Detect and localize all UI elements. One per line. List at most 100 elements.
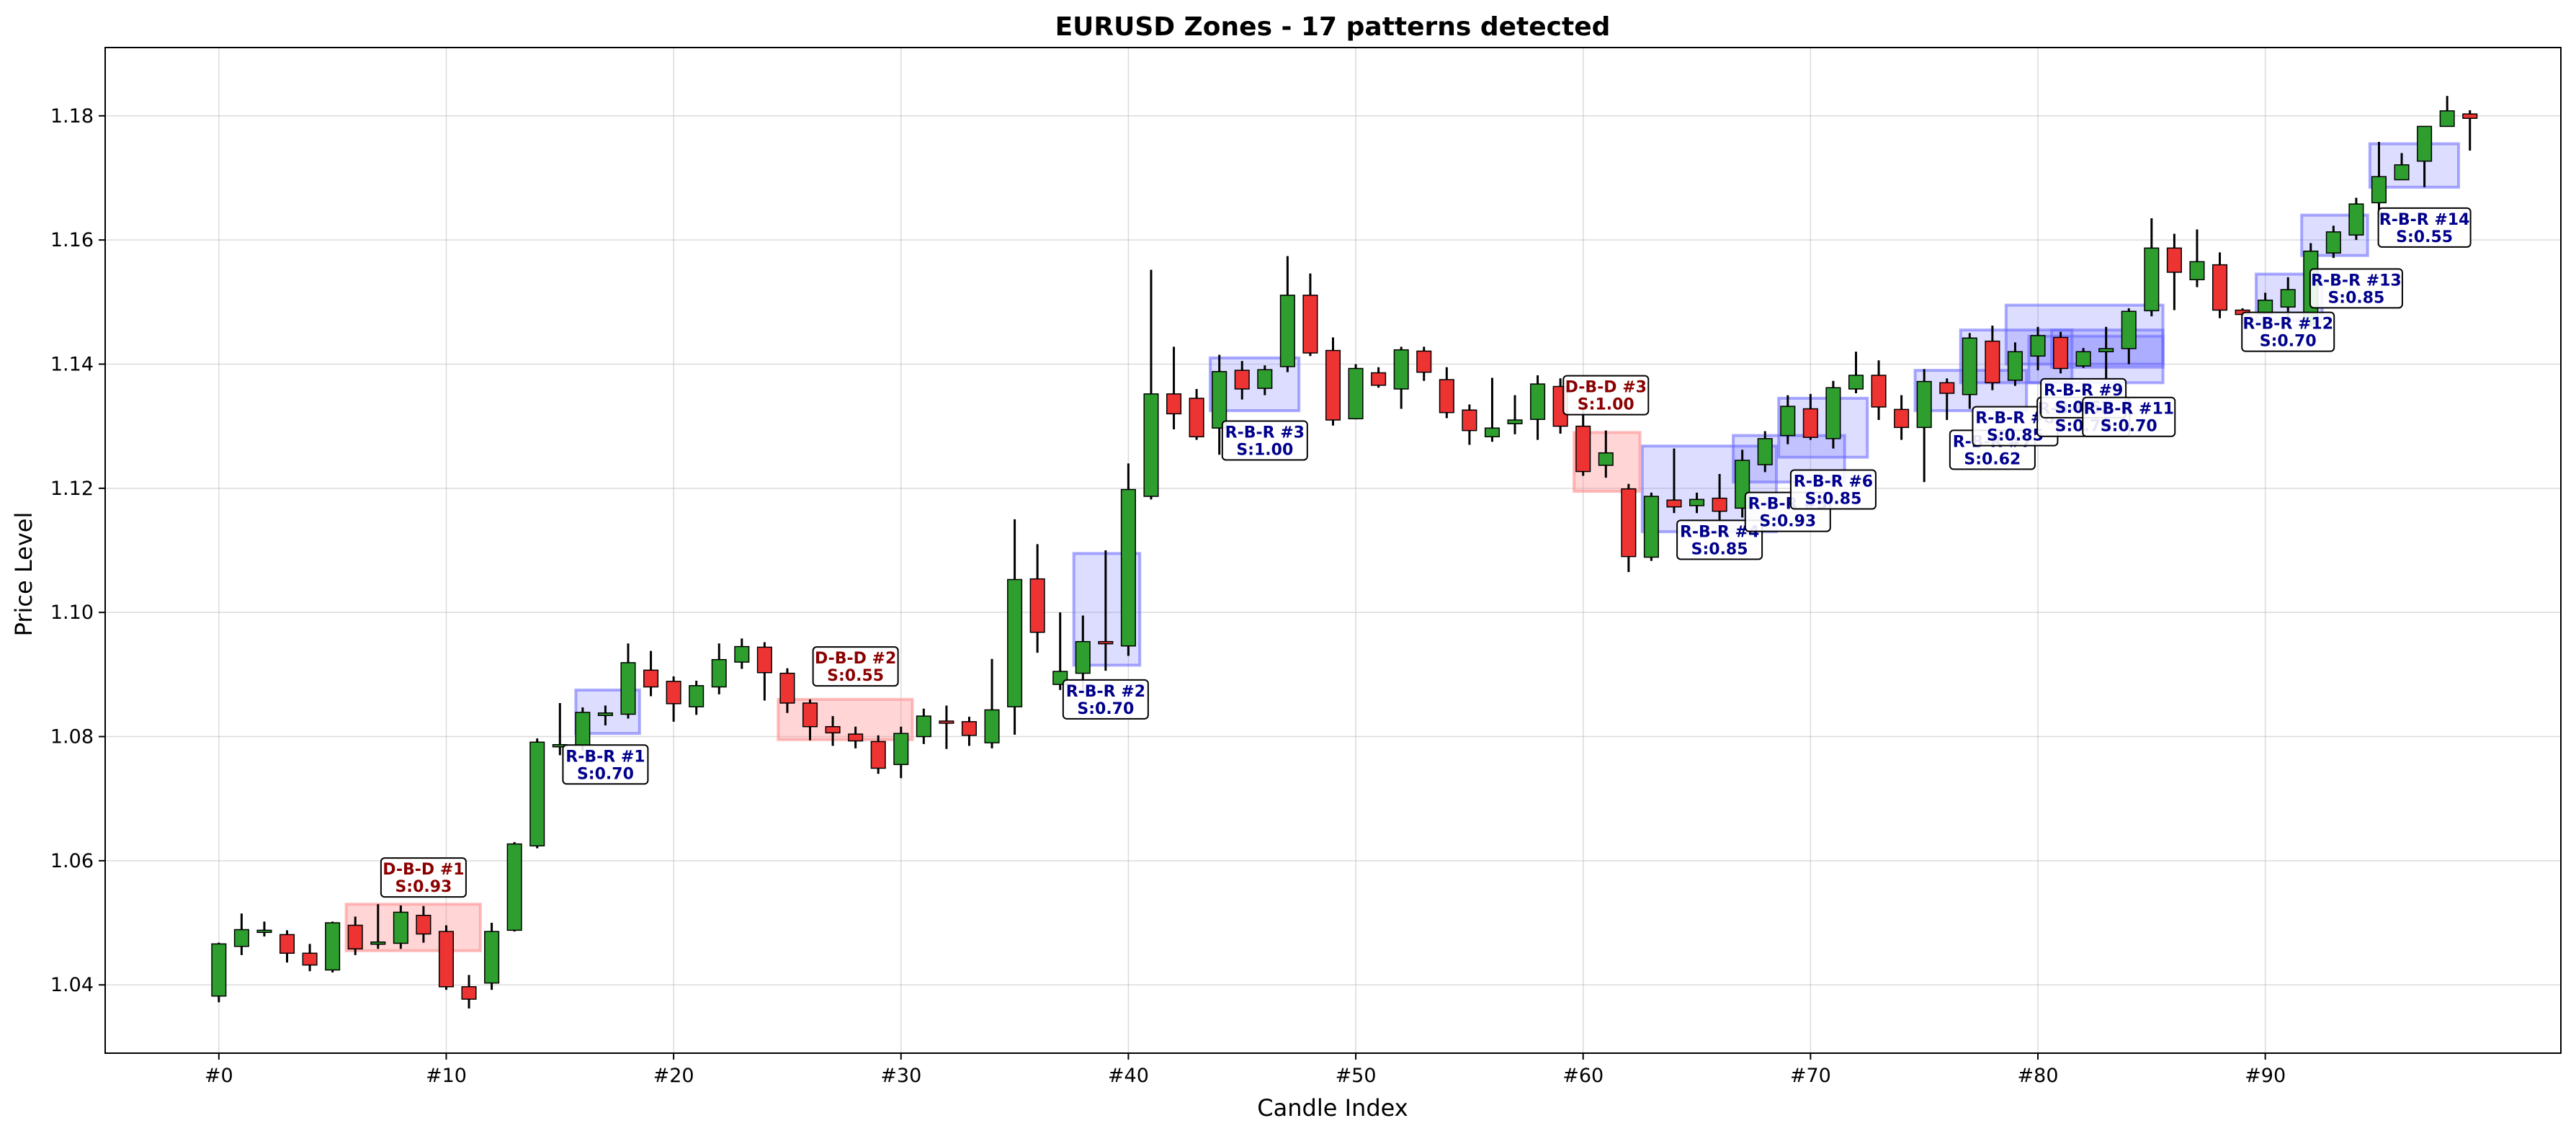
annotation-box xyxy=(1062,679,1149,720)
bullish-candle xyxy=(2098,348,2114,352)
bearish-candle xyxy=(1302,295,1318,354)
bearish-candle xyxy=(939,720,954,724)
bullish-candle xyxy=(1348,367,1364,420)
bearish-candle xyxy=(802,702,818,728)
annotation-score: S:0.70 xyxy=(577,765,634,783)
bearish-candle xyxy=(779,672,795,704)
bullish-candle xyxy=(1484,427,1500,438)
bullish-candle xyxy=(2394,164,2410,181)
bullish-candle xyxy=(1757,438,1773,465)
bearish-candle xyxy=(302,952,318,966)
y-tick-label: 1.08 xyxy=(50,726,94,748)
bearish-candle xyxy=(1325,349,1341,421)
annotation-label: R-B-R #3 xyxy=(1225,424,1305,442)
annotation-score: S:0.55 xyxy=(827,667,884,685)
bullish-candle xyxy=(211,943,227,997)
x-tick-label: #40 xyxy=(1108,1065,1149,1087)
bullish-candle xyxy=(529,741,545,846)
bearish-candle xyxy=(848,733,864,742)
bearish-candle xyxy=(416,914,431,935)
annotation-score: S:0.85 xyxy=(1987,427,2044,445)
bullish-candle xyxy=(1598,452,1614,466)
bearish-candle xyxy=(1234,370,1250,390)
annotation-box xyxy=(2309,268,2403,309)
annotation-box xyxy=(2241,311,2335,352)
bullish-candle xyxy=(916,715,931,738)
annotation-score: S:0.85 xyxy=(1804,491,1861,509)
bearish-candle xyxy=(1371,372,1387,386)
rbr-annotation: R-B-R #13S:0.85 xyxy=(2309,268,2403,309)
annotation-score: S:1.00 xyxy=(1578,396,1634,414)
bullish-candle xyxy=(256,929,272,934)
annotation-layer: D-B-D #1S:0.93 R-B-R #1S:0.70 D-B-D #2S:0.… xyxy=(380,207,2472,898)
annotation-box xyxy=(1789,469,1877,510)
bullish-candle xyxy=(370,942,386,945)
bearish-candle xyxy=(1029,578,1045,633)
bullish-candle xyxy=(893,733,909,766)
bearish-candle xyxy=(961,721,977,736)
bullish-candle xyxy=(484,931,500,984)
bearish-candle xyxy=(2211,264,2228,311)
dbd-annotation: D-B-D #2S:0.55 xyxy=(812,646,899,687)
bearish-candle xyxy=(1894,408,1910,429)
annotation-score: S:0.85 xyxy=(2327,289,2384,307)
y-axis-label: Price Level xyxy=(10,512,37,637)
x-axis-ticks: #0 #10 #20 #30 #40 #50 #60 #70 #80 #90 xyxy=(205,1053,2286,1087)
bullish-candle xyxy=(2439,110,2455,128)
bearish-candle xyxy=(2053,336,2069,370)
annotation-score: S:0.93 xyxy=(395,878,452,896)
x-axis-label: Candle Index xyxy=(1257,1094,1408,1122)
bearish-candle xyxy=(2166,247,2182,273)
rbr-annotation: R-B-R #1S:0.70 xyxy=(562,744,649,785)
bullish-candle xyxy=(2189,261,2205,281)
bearish-candle xyxy=(1462,409,1477,431)
dbd-zone xyxy=(777,697,914,741)
chart-title: EURUSD Zones - 17 patterns detected xyxy=(1055,12,1611,42)
bearish-candle xyxy=(438,931,455,988)
bearish-candle xyxy=(825,725,841,734)
bearish-candle xyxy=(756,646,772,674)
dbd-annotation: D-B-D #3S:1.00 xyxy=(1562,375,1650,416)
rbr-annotation: R-B-R #12S:0.70 xyxy=(2241,311,2335,352)
y-tick-label: 1.14 xyxy=(50,353,94,375)
x-tick-label: #30 xyxy=(880,1065,921,1087)
x-tick-label: #90 xyxy=(2245,1065,2286,1087)
annotation-box xyxy=(380,857,467,898)
annotation-box xyxy=(562,744,649,785)
annotation-score: S:0.70 xyxy=(1077,700,1134,718)
x-tick-label: #50 xyxy=(1336,1065,1377,1087)
annotation-label: R-B-R #12 xyxy=(2242,316,2333,334)
bullish-candle xyxy=(2417,125,2433,162)
annotation-label: R-B-R #13 xyxy=(2311,272,2402,290)
bullish-candle xyxy=(1279,295,1295,367)
bearish-candle xyxy=(1166,393,1182,415)
bearish-candle xyxy=(1439,379,1454,413)
bullish-candle xyxy=(1962,337,1977,395)
annotation-score: S:0.62 xyxy=(1964,450,2021,468)
rbr-annotation: R-B-R #4S:0.85 xyxy=(1676,519,1763,560)
bullish-candle xyxy=(575,712,591,746)
annotation-box xyxy=(1562,375,1650,416)
annotation-box xyxy=(1221,420,1308,461)
bearish-candle xyxy=(1621,488,1637,558)
bullish-candle xyxy=(325,922,341,971)
bullish-candle xyxy=(2371,176,2387,204)
bullish-candle xyxy=(1825,387,1841,439)
y-tick-label: 1.16 xyxy=(50,229,94,251)
plot-frame xyxy=(104,47,2562,1054)
bearish-candle xyxy=(279,934,295,954)
annotation-label: R-B-R #2 xyxy=(1066,683,1145,701)
bearish-candle xyxy=(1712,497,1727,512)
bearish-candle xyxy=(461,986,477,1000)
annotation-score: S:0.70 xyxy=(2260,333,2317,351)
annotation-label: D-B-D #1 xyxy=(383,861,464,879)
bullish-candle xyxy=(1848,375,1864,390)
bullish-candle xyxy=(597,712,613,716)
bullish-candle xyxy=(2030,335,2046,357)
y-tick-label: 1.12 xyxy=(50,478,94,500)
bullish-candle xyxy=(2075,351,2091,367)
annotation-label: R-B-R #11 xyxy=(2083,401,2174,419)
annotation-label: D-B-D #3 xyxy=(1565,379,1647,397)
